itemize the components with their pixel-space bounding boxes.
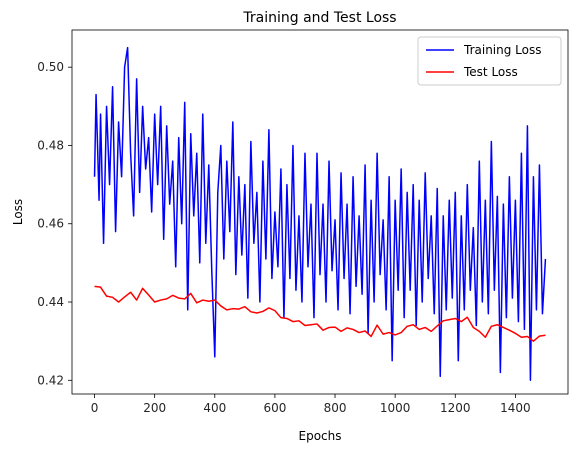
series-line-training-loss xyxy=(93,46,547,382)
legend-box xyxy=(417,36,562,86)
x-tick-label: 0 xyxy=(91,401,99,415)
x-tick-label: 1000 xyxy=(380,401,411,415)
series-line-test-loss xyxy=(94,285,546,342)
legend-label: Training Loss xyxy=(463,43,541,57)
x-tick-label: 800 xyxy=(324,401,347,415)
x-tick-label: 1200 xyxy=(440,401,471,415)
y-tick-label: 0.48 xyxy=(37,138,64,152)
y-tick-label: 0.46 xyxy=(37,217,64,231)
y-axis: 0.42 0.44 0.46 0.48 0.50 xyxy=(37,60,72,387)
legend: Training Loss Test Loss xyxy=(417,36,562,86)
x-axis: 0 200 400 600 800 1000 1200 1400 xyxy=(91,394,531,415)
legend-label: Test Loss xyxy=(463,65,518,79)
x-tick-label: 400 xyxy=(203,401,226,415)
y-axis-label: Loss xyxy=(11,199,25,225)
plot-area xyxy=(93,46,547,382)
x-axis-label: Epochs xyxy=(299,429,342,443)
y-tick-label: 0.42 xyxy=(37,373,64,387)
chart-title: Training and Test Loss xyxy=(242,10,396,26)
axes-frame xyxy=(71,29,569,395)
x-tick-label: 200 xyxy=(143,401,166,415)
x-tick-label: 1400 xyxy=(500,401,531,415)
x-tick-label: 600 xyxy=(263,401,286,415)
y-tick-label: 0.44 xyxy=(37,295,64,309)
y-tick-label: 0.50 xyxy=(37,60,64,74)
